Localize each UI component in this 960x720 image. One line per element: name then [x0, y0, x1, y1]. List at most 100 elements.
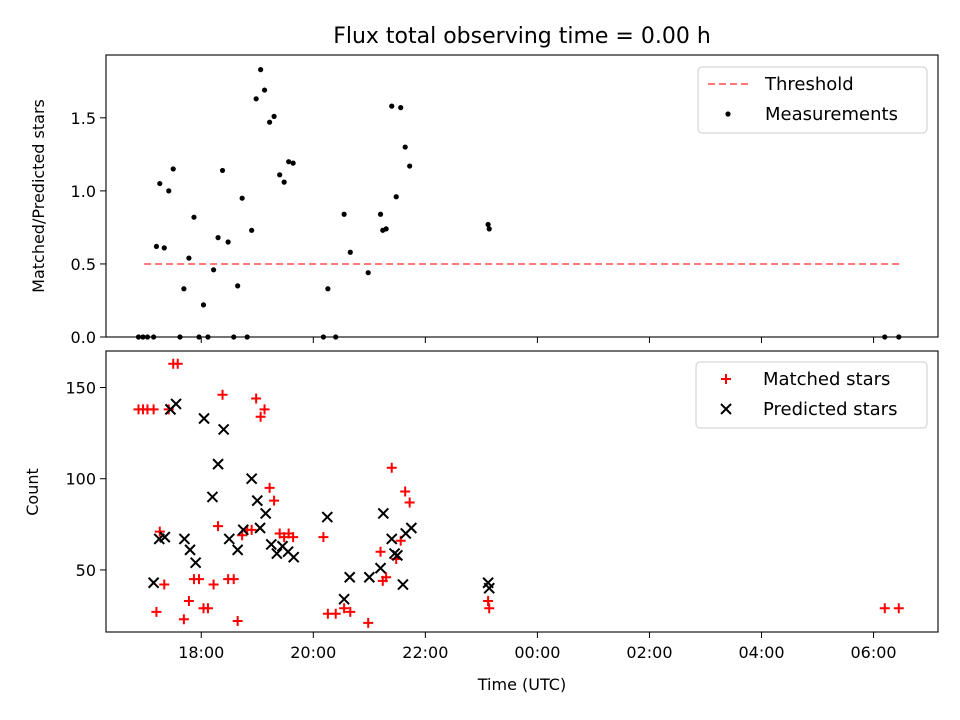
legend-marker	[721, 374, 731, 384]
matched-point	[339, 603, 350, 614]
matched-point	[202, 603, 213, 614]
y-tick-label: 50	[76, 561, 96, 580]
predicted-point	[147, 577, 160, 589]
matched-point	[345, 606, 356, 617]
matched-point	[483, 595, 494, 606]
x-tick-label: 04:00	[738, 643, 784, 662]
predicted-point	[237, 524, 249, 536]
x-tick-label: 22:00	[402, 643, 448, 662]
measurement-point	[486, 226, 492, 232]
x-tick-label: 18:00	[178, 643, 224, 662]
measurement-point	[215, 235, 221, 241]
predicted-point	[212, 458, 224, 470]
predicted-point	[338, 593, 350, 605]
measurement-point	[281, 179, 287, 185]
legend-label: Measurements	[765, 104, 898, 125]
legend-box	[697, 66, 928, 134]
matched-point	[154, 526, 165, 537]
legend-label: Matched stars	[763, 369, 890, 390]
measurement-point	[393, 194, 399, 200]
matched-point	[251, 393, 262, 404]
predicted-point	[377, 507, 390, 520]
y-tick-label: 1.5	[71, 109, 96, 128]
y-tick-label: 100	[65, 470, 96, 489]
predicted-point	[170, 398, 182, 410]
bottom-legend: Matched stars Predicted stars	[695, 361, 928, 429]
predicted-point	[391, 549, 404, 562]
measurement-point	[347, 249, 353, 255]
predicted-point	[231, 544, 244, 556]
bottom-axes: 50 100 150 18:00 20:00 22:00 00:00 02:00 04:00 06…	[65, 378, 896, 662]
matched-point	[178, 614, 189, 625]
matched-point	[208, 579, 219, 590]
measurement-point	[325, 286, 331, 292]
measurement-point	[253, 96, 259, 102]
y-tick-label: 150	[65, 378, 96, 397]
matched-point	[386, 462, 397, 473]
top-y-axis-label: Matched/Predicted stars	[29, 99, 48, 293]
predicted-point	[405, 522, 418, 534]
measurement-point	[219, 167, 226, 174]
measurement-point	[398, 105, 404, 111]
matched-point	[484, 603, 495, 614]
matched-point	[194, 574, 205, 585]
measurement-point	[389, 103, 395, 109]
measurement-point	[181, 286, 187, 292]
predicted-point	[254, 522, 266, 534]
measurement-point	[407, 163, 413, 169]
measurement-point	[239, 195, 245, 201]
x-axis-label: Time (UTC)	[477, 675, 566, 694]
predicted-point	[363, 571, 376, 583]
predicted-point	[321, 511, 334, 523]
measurement-point	[266, 119, 273, 125]
measurement-point	[161, 245, 167, 251]
matched-point	[375, 546, 386, 557]
matched-point	[163, 404, 174, 415]
matched-point	[404, 497, 415, 508]
predicted-point	[259, 507, 272, 520]
matched-point	[232, 616, 243, 627]
chart-title: Flux total observing time = 0.00 h	[333, 24, 711, 49]
y-tick-label: 0.0	[71, 328, 96, 347]
matched-point	[318, 532, 329, 543]
matched-point	[228, 574, 239, 585]
legend-box	[695, 361, 928, 429]
measurement-point	[153, 243, 160, 250]
measurement-point	[365, 270, 371, 276]
y-tick-label: 1.0	[71, 182, 96, 201]
measurement-point	[170, 166, 176, 172]
predicted-point	[344, 571, 356, 583]
matched-point	[213, 521, 224, 532]
measurement-point	[485, 221, 491, 228]
predicted-point	[271, 547, 283, 560]
measurement-point	[402, 144, 408, 150]
matched-point	[246, 524, 257, 535]
predicted-point	[483, 582, 495, 594]
measurement-point	[341, 211, 347, 217]
matched-point	[381, 572, 392, 583]
measurement-point	[157, 180, 163, 187]
legend-label: Threshold	[764, 74, 854, 95]
matched-point	[879, 603, 890, 614]
measurement-point	[200, 302, 207, 308]
x-tick-label: 20:00	[290, 643, 336, 662]
measurement-point	[258, 67, 264, 73]
predicted-point	[245, 473, 258, 485]
y-tick-label: 0.5	[71, 255, 96, 274]
predicted-point	[178, 533, 191, 545]
x-tick-label: 02:00	[626, 643, 672, 662]
measurement-point	[286, 159, 292, 165]
bottom-panel: 50 100 150 18:00 20:00 22:00 00:00 02:00 04:00 06…	[23, 350, 939, 694]
bottom-plot-area	[133, 358, 904, 628]
bottom-y-axis-label: Count	[23, 468, 42, 516]
predicted-point	[397, 578, 409, 591]
matched-point	[264, 482, 275, 493]
measurement-point	[186, 255, 192, 261]
matched-point	[255, 411, 266, 422]
matched-point	[330, 608, 341, 619]
matched-point	[400, 486, 411, 497]
top-legend: Threshold Measurements	[697, 66, 928, 134]
matched-point	[151, 606, 162, 617]
predicted-point	[386, 533, 398, 545]
